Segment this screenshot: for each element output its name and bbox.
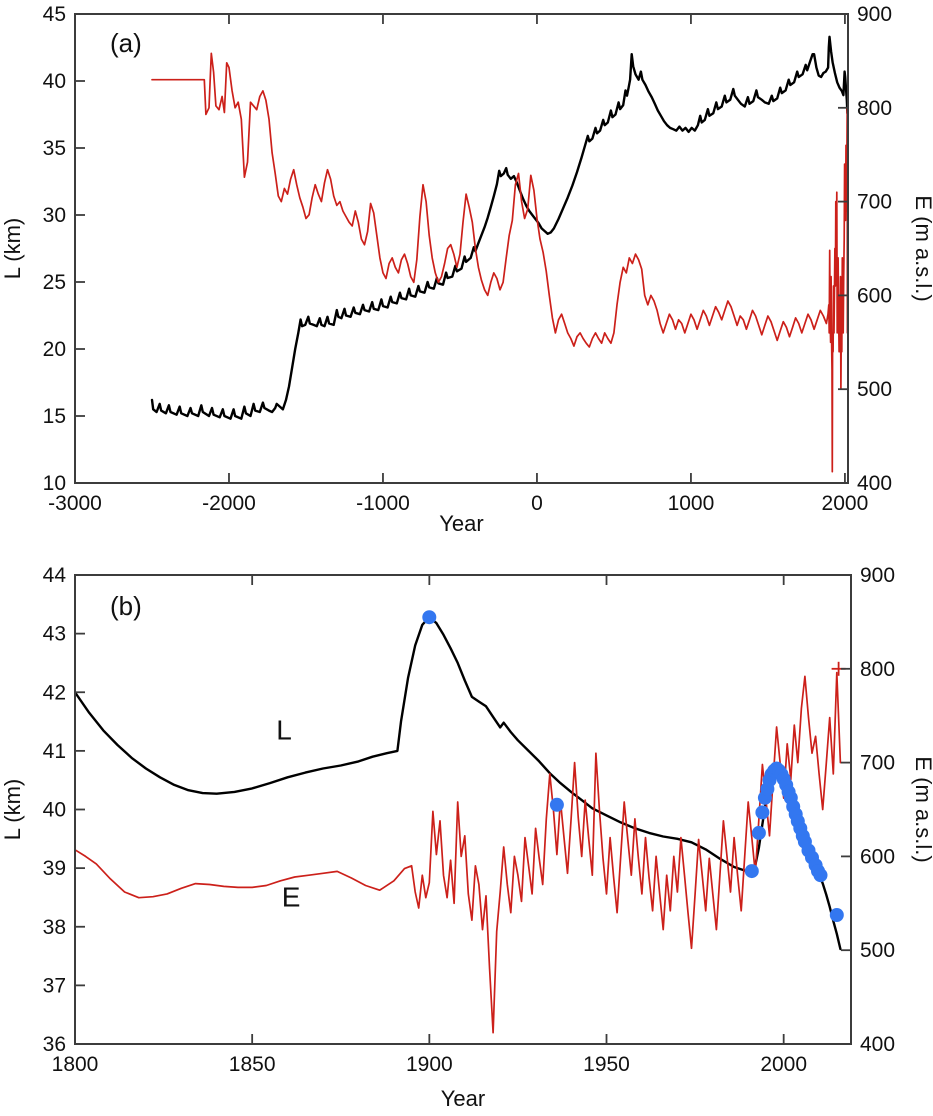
y-left-tick-label: 38 xyxy=(43,916,66,939)
y-right-tick-label: 900 xyxy=(857,3,892,26)
observation-dot xyxy=(755,805,770,820)
y-left-tick-label: 15 xyxy=(43,405,66,428)
plot-frame-a xyxy=(74,13,849,484)
observation-dot xyxy=(829,908,844,922)
y-right-tick-label: 400 xyxy=(860,1033,895,1056)
observation-dot xyxy=(751,825,766,840)
y-right-tick-label: 700 xyxy=(857,191,892,214)
x-tick-label: 1800 xyxy=(52,1053,99,1076)
y-right-tick-label: 700 xyxy=(860,752,895,775)
observation-dot xyxy=(813,868,828,883)
x-tick-label: 2000 xyxy=(822,492,869,515)
series-line-E-a xyxy=(151,52,848,473)
x-tick-label: 1950 xyxy=(583,1053,630,1076)
y-left-tick-label: 44 xyxy=(43,564,67,587)
x-tick-label: 0 xyxy=(531,492,543,515)
x-tick-label: -1000 xyxy=(356,492,410,515)
x-axis-title: Year xyxy=(441,1086,485,1111)
y-left-tick-label: 37 xyxy=(43,974,66,997)
observation-dot xyxy=(744,864,759,879)
x-tick-label: 1850 xyxy=(229,1053,276,1076)
y-right-tick-label: 800 xyxy=(857,97,892,120)
y-right-axis-title: E (m a.s.l.) xyxy=(911,756,933,862)
y-left-tick-label: 41 xyxy=(43,740,66,763)
y-right-axis-title: E (m a.s.l.) xyxy=(911,195,933,301)
panel-a: -3000 -2000 -1000 0 1000 2000 10 15 20 25 30 35 40 45… xyxy=(0,3,933,536)
panel-b: 1800 1850 1900 1950 2000 36 37 38 39 40 41 42 43 44 40… xyxy=(0,564,933,1111)
y-right-tick-label: 900 xyxy=(860,564,895,587)
y-left-tick-label: 20 xyxy=(43,338,66,361)
series-line-L-b xyxy=(75,616,842,951)
x-tick-label: 1900 xyxy=(406,1053,453,1076)
x-tick-label: -3000 xyxy=(48,492,102,515)
panel-label-b: (b) xyxy=(110,591,142,621)
panel-label-a: (a) xyxy=(110,28,142,58)
plot-area-b xyxy=(75,616,846,1034)
observation-dot xyxy=(549,797,564,812)
x-tick-label: 1000 xyxy=(668,492,715,515)
curve-label-L: L xyxy=(276,714,292,745)
y-left-tick-label: 43 xyxy=(43,623,66,646)
y-right-tick-label: 500 xyxy=(860,939,895,962)
y-left-axis-title: L (km) xyxy=(0,779,25,841)
y-left-axis-title: L (km) xyxy=(0,218,25,280)
x-axis-title: Year xyxy=(439,511,483,536)
x-tick-label: -2000 xyxy=(202,492,256,515)
plot-area-a xyxy=(150,35,848,473)
y-left-tick-label: 30 xyxy=(43,204,66,227)
y-left-tick-label: 40 xyxy=(43,70,66,93)
series-line-L-a xyxy=(150,35,848,420)
y-left-tick-label: 39 xyxy=(43,857,66,880)
y-left-tick-label: 10 xyxy=(43,472,66,495)
y-right-tick-label: 600 xyxy=(857,284,892,307)
series-scatter-observations-b xyxy=(422,610,844,922)
plot-frame-b xyxy=(74,574,852,1045)
series-line-E-b xyxy=(75,671,842,1034)
observation-dot xyxy=(422,610,437,625)
y-left-tick-label: 40 xyxy=(43,799,66,822)
y-right-tick-label: 600 xyxy=(860,845,895,868)
curve-label-E: E xyxy=(282,881,301,912)
y-left-tick-label: 42 xyxy=(43,681,66,704)
y-left-tick-label: 45 xyxy=(43,3,66,26)
y-right-tick-label: 500 xyxy=(857,378,892,401)
y-left-tick-label: 36 xyxy=(43,1033,66,1056)
x-tick-label: 2000 xyxy=(760,1053,807,1076)
y-right-tick-label: 800 xyxy=(860,658,895,681)
y-right-tick-label: 400 xyxy=(857,472,892,495)
y-left-tick-label: 35 xyxy=(43,137,66,160)
y-left-tick-label: 25 xyxy=(43,271,66,294)
